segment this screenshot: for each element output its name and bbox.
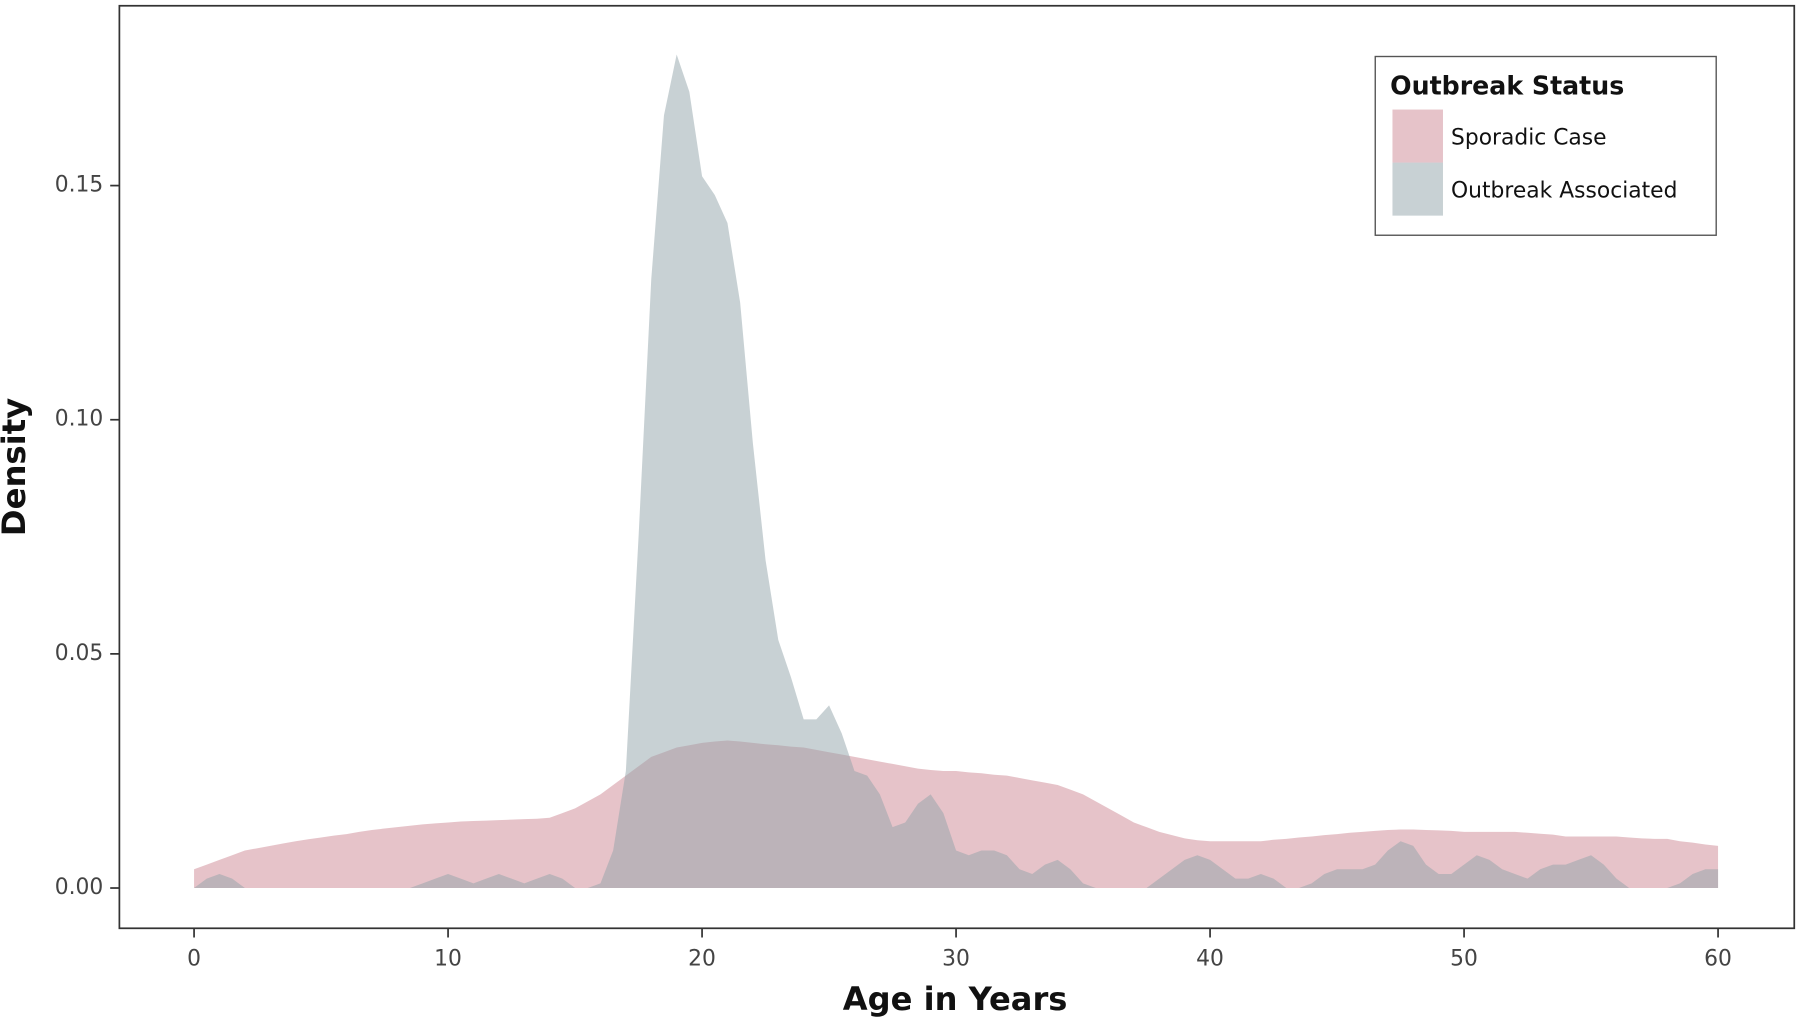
- legend-swatch: [1392, 162, 1443, 216]
- x-tick-label: 50: [1450, 946, 1478, 971]
- density-area: [194, 740, 1719, 889]
- x-tick-label: 0: [187, 946, 201, 971]
- legend-swatch: [1392, 109, 1443, 163]
- y-tick-label: 0.15: [55, 173, 104, 198]
- legend-label: Sporadic Case: [1451, 125, 1607, 150]
- y-tick-label: 0.05: [55, 641, 104, 666]
- legend: Outbreak Status Sporadic Case Outbreak Ass…: [1374, 55, 1717, 236]
- x-tick-label: 30: [942, 946, 970, 971]
- y-tick-label: 0.00: [55, 875, 104, 900]
- x-tick-label: 60: [1704, 946, 1732, 971]
- x-tick-label: 10: [434, 946, 462, 971]
- x-tick-label: 40: [1196, 946, 1224, 971]
- legend-title: Outbreak Status: [1390, 72, 1624, 101]
- x-tick-label: 20: [688, 946, 716, 971]
- legend-label: Outbreak Associated: [1451, 178, 1677, 203]
- x-axis-title: Age in Years: [843, 980, 1068, 1018]
- y-tick-label: 0.10: [55, 407, 104, 432]
- y-axis-title: Density: [0, 398, 33, 536]
